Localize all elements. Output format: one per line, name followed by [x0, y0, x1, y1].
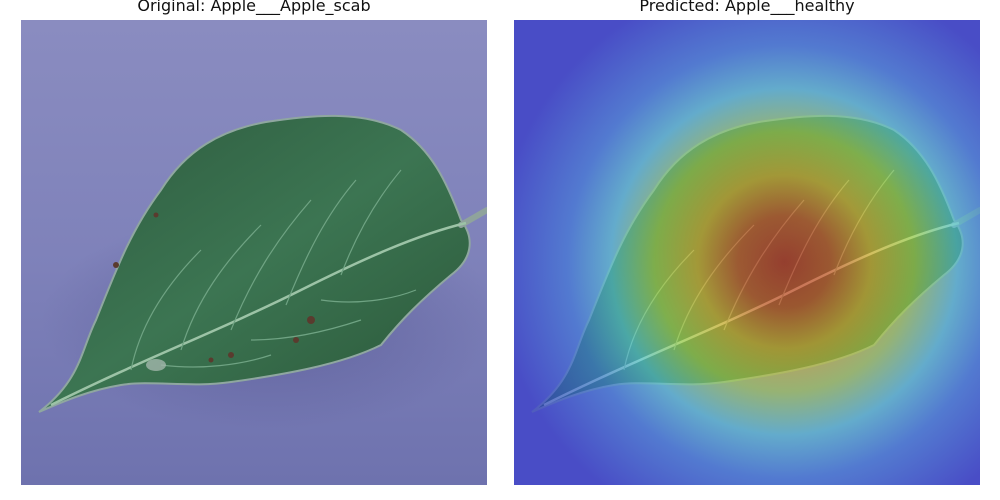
leaf	[38, 114, 471, 413]
original-leaf-photo	[21, 20, 487, 485]
gradcam-heatmap-photo	[514, 20, 980, 485]
heatmap-overlay	[514, 20, 980, 485]
original-leaf-image	[21, 20, 487, 485]
predicted-heatmap-image	[514, 20, 980, 485]
predicted-image-title: Predicted: Apple___healthy	[639, 0, 855, 15]
leaf-veins	[130, 169, 417, 371]
leaf-lesion	[146, 359, 166, 371]
original-image-title: Original: Apple___Apple_scab	[137, 0, 371, 15]
leaf-midrib	[50, 221, 467, 407]
scab-spots	[113, 212, 315, 363]
